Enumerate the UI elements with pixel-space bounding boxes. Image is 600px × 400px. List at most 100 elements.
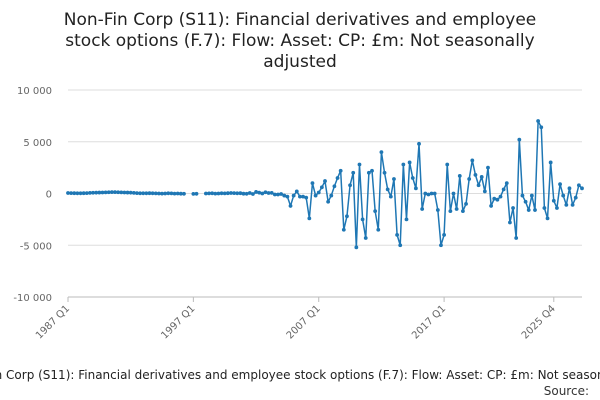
data-point [276, 192, 280, 197]
data-point [489, 204, 494, 208]
data-point [294, 189, 299, 194]
data-point [558, 182, 562, 187]
data-point [282, 193, 287, 198]
data-point [511, 206, 515, 210]
data-point [332, 184, 337, 189]
data-point [338, 168, 343, 173]
data-point [576, 183, 581, 188]
y-tick-label: 10 000 [17, 86, 52, 97]
data-point [445, 162, 450, 167]
chart-footer-caption: Non-Fin Corp (S11): Financial derivative… [0, 368, 600, 382]
data-point [175, 191, 180, 196]
data-point [526, 208, 531, 212]
series-group [66, 119, 584, 250]
data-point [147, 191, 152, 196]
data-point [88, 190, 92, 195]
data-point [404, 217, 409, 222]
data-point [482, 189, 487, 194]
data-point [420, 207, 425, 211]
data-point [398, 243, 403, 248]
data-point [182, 191, 186, 196]
data-point [97, 190, 102, 195]
data-point [360, 217, 365, 222]
data-point [247, 191, 252, 195]
data-point [580, 186, 584, 191]
data-point [539, 125, 544, 130]
data-point [341, 227, 346, 232]
data-point [229, 191, 233, 195]
data-point [501, 187, 506, 192]
data-point [423, 191, 428, 196]
data-point [542, 206, 547, 210]
y-tick-label: 5 000 [23, 138, 52, 149]
x-axis: 1987 Q1 1997 Q1 2007 Q1 2017 Q1 2025 Q4 [34, 296, 582, 341]
data-point [163, 191, 168, 196]
data-point [413, 186, 418, 191]
y-tick-label: -10 000 [13, 293, 52, 304]
data-point [78, 191, 83, 196]
data-point [567, 186, 572, 191]
data-point [426, 192, 431, 197]
data-point [508, 220, 512, 225]
data-point [122, 190, 127, 195]
data-point [269, 190, 274, 195]
data-point [166, 191, 171, 196]
chart-title-line-1: Non-Fin Corp (S11): Financial derivative… [64, 10, 537, 30]
x-tick-label: 2017 Q1 [410, 303, 448, 341]
data-point [326, 199, 331, 204]
data-point [476, 183, 481, 188]
data-point [81, 191, 86, 196]
data-point [207, 191, 211, 196]
data-point [448, 209, 453, 213]
series-line [205, 120, 583, 249]
data-point [279, 192, 284, 196]
data-point [272, 192, 277, 197]
data-point [103, 190, 108, 195]
data-point [432, 191, 437, 196]
data-point [69, 191, 74, 195]
data-point [417, 141, 421, 146]
data-point [84, 191, 89, 195]
data-point [241, 191, 246, 196]
data-point [464, 201, 468, 206]
data-point [345, 214, 349, 219]
data-point [533, 208, 537, 212]
data-point [504, 181, 509, 186]
data-point [395, 233, 399, 237]
data-point [238, 191, 243, 196]
data-point [128, 190, 133, 195]
data-point [323, 179, 327, 183]
data-point [376, 227, 381, 232]
data-point [219, 191, 224, 196]
data-point [222, 191, 227, 196]
data-point [153, 191, 158, 196]
data-point [138, 191, 142, 196]
data-point [194, 191, 199, 196]
data-point [392, 177, 396, 181]
data-point [210, 191, 215, 196]
data-point [172, 191, 177, 196]
data-point [467, 177, 472, 181]
data-point [225, 191, 230, 196]
data-point [156, 191, 161, 196]
data-point [291, 193, 296, 198]
data-point [66, 191, 70, 195]
y-tick-label: 0 [46, 190, 52, 201]
data-point [144, 191, 149, 196]
data-point [570, 202, 575, 207]
data-point [191, 192, 196, 196]
data-point [473, 172, 478, 177]
data-point [379, 150, 384, 155]
data-point [382, 170, 387, 175]
data-point [357, 162, 362, 167]
data-point [492, 196, 497, 201]
data-point [335, 176, 340, 180]
data-point [113, 190, 117, 195]
data-point [235, 191, 240, 196]
data-point [298, 194, 302, 199]
data-point [257, 190, 262, 195]
data-point [216, 191, 221, 196]
data-point [536, 119, 541, 123]
data-point [285, 194, 290, 199]
